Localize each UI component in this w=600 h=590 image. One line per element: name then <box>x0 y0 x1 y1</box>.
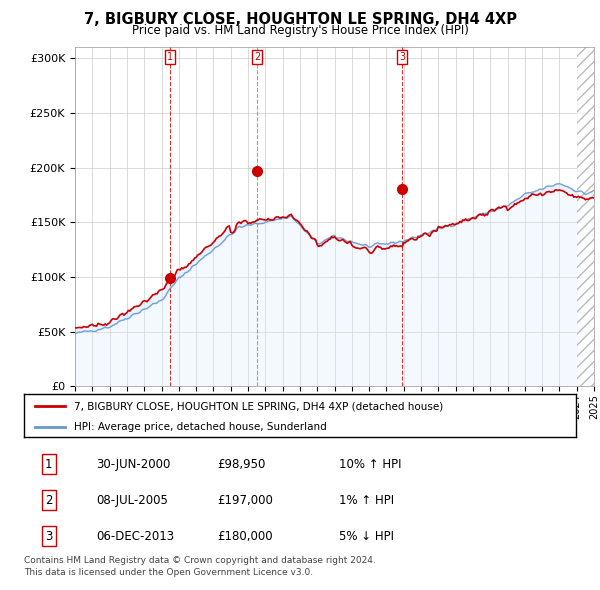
Text: 1% ↑ HPI: 1% ↑ HPI <box>338 494 394 507</box>
Text: 10% ↑ HPI: 10% ↑ HPI <box>338 458 401 471</box>
Text: HPI: Average price, detached house, Sunderland: HPI: Average price, detached house, Sund… <box>74 422 326 432</box>
Text: 2: 2 <box>45 494 53 507</box>
Text: 08-JUL-2005: 08-JUL-2005 <box>96 494 167 507</box>
Text: This data is licensed under the Open Government Licence v3.0.: This data is licensed under the Open Gov… <box>24 568 313 577</box>
Text: 7, BIGBURY CLOSE, HOUGHTON LE SPRING, DH4 4XP (detached house): 7, BIGBURY CLOSE, HOUGHTON LE SPRING, DH… <box>74 401 443 411</box>
Text: £197,000: £197,000 <box>217 494 273 507</box>
Text: 3: 3 <box>45 530 53 543</box>
Text: 2: 2 <box>254 53 260 63</box>
Text: 1: 1 <box>167 53 173 63</box>
Text: 3: 3 <box>400 53 406 63</box>
Text: Contains HM Land Registry data © Crown copyright and database right 2024.: Contains HM Land Registry data © Crown c… <box>24 556 376 565</box>
Text: 7, BIGBURY CLOSE, HOUGHTON LE SPRING, DH4 4XP: 7, BIGBURY CLOSE, HOUGHTON LE SPRING, DH… <box>83 12 517 27</box>
Text: 06-DEC-2013: 06-DEC-2013 <box>96 530 174 543</box>
Text: 5% ↓ HPI: 5% ↓ HPI <box>338 530 394 543</box>
Text: Price paid vs. HM Land Registry's House Price Index (HPI): Price paid vs. HM Land Registry's House … <box>131 24 469 37</box>
Text: 1: 1 <box>45 458 53 471</box>
Text: £98,950: £98,950 <box>217 458 266 471</box>
Text: £180,000: £180,000 <box>217 530 273 543</box>
Text: 30-JUN-2000: 30-JUN-2000 <box>96 458 170 471</box>
